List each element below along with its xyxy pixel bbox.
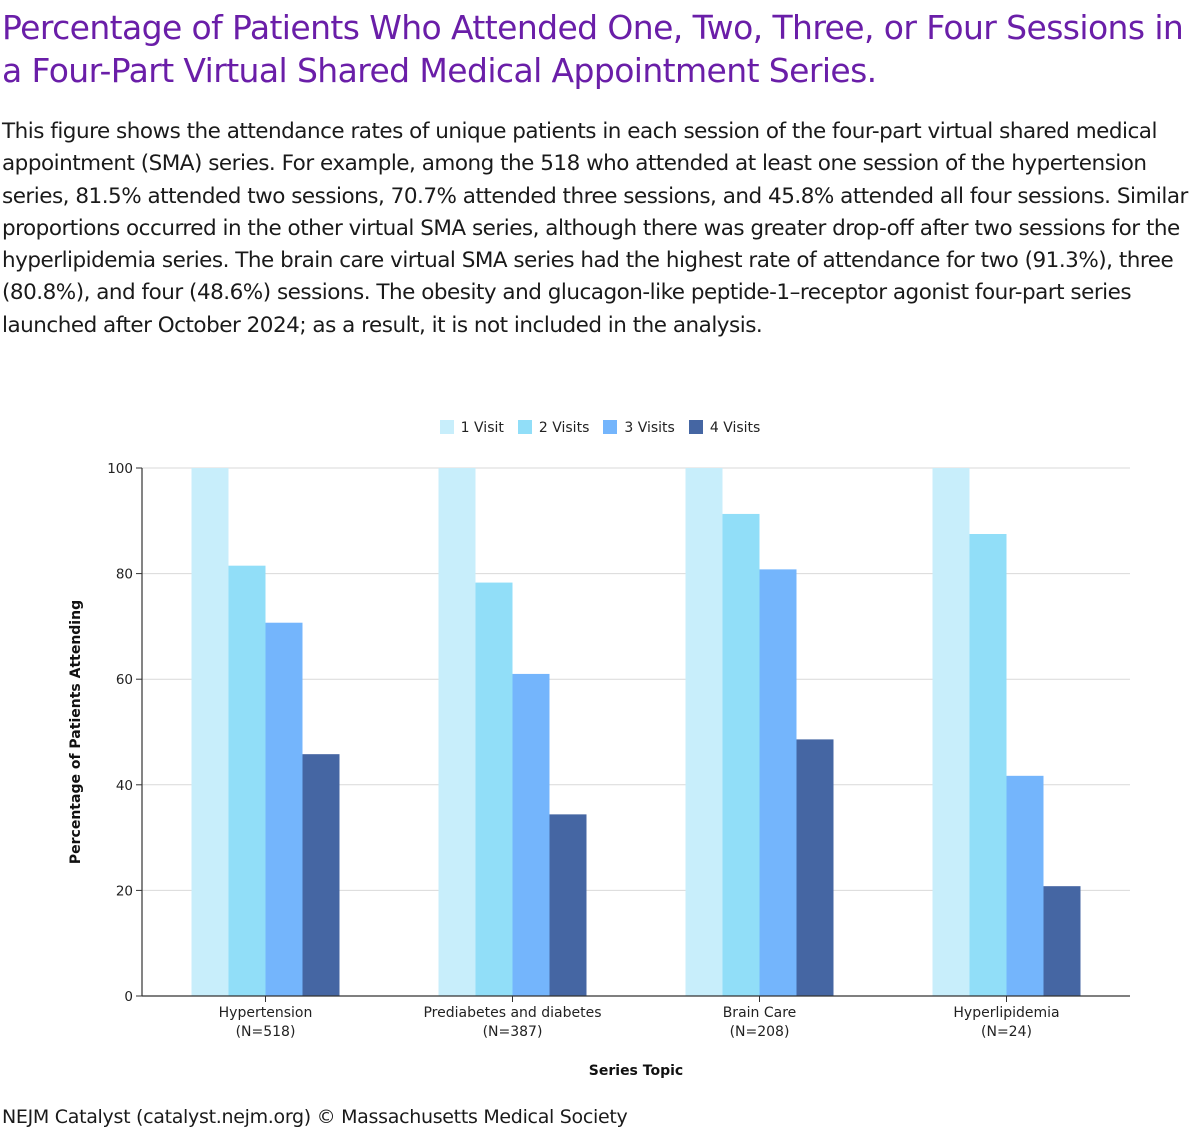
x-tick-sublabel: (N=208): [730, 1024, 790, 1040]
legend-label: 3 Visits: [624, 420, 675, 436]
y-tick-label: 60: [116, 672, 133, 688]
bar-1-3: [265, 622, 303, 996]
chart-legend: 1 Visit 2 Visits 3 Visits 4 Visits: [0, 420, 1200, 436]
x-axis-title: Series Topic: [589, 1063, 683, 1079]
y-tick-label: 80: [116, 567, 133, 583]
bar-4-3: [1006, 775, 1044, 996]
bar-chart: 0 20 40 60 80 100 Hypertension (N=518) Prediabet…: [68, 461, 1130, 1079]
bar-4-1: [932, 468, 970, 996]
x-tick-label: Prediabetes and diabetes: [423, 1005, 601, 1021]
axes: 0 20 40 60 80 100 Hypertension (N=518) Prediabet…: [68, 461, 1130, 1079]
bar-2-1: [438, 468, 476, 996]
bar-3-4: [796, 739, 834, 996]
legend-swatch: [517, 420, 532, 434]
bars: [191, 468, 1081, 996]
legend-swatch: [603, 420, 618, 434]
figure-title: Percentage of Patients Who Attended One,…: [2, 8, 1184, 90]
x-tick-sublabel: (N=24): [981, 1024, 1032, 1040]
legend-item-2: 2 Visits: [517, 420, 590, 436]
legend-label: 4 Visits: [709, 420, 761, 436]
y-tick-label: 20: [116, 883, 133, 899]
y-tick-label: 0: [124, 989, 133, 1005]
legend-label: 1 Visit: [460, 420, 504, 436]
bar-4-2: [969, 534, 1007, 996]
y-tick-label: 100: [107, 461, 133, 477]
footer-credit: NEJM Catalyst (catalyst.nejm.org) © Mass…: [2, 1106, 628, 1128]
x-tick-sublabel: (N=518): [236, 1024, 296, 1040]
bar-1-4: [302, 754, 340, 996]
x-tick-label: Brain Care: [723, 1005, 797, 1021]
bar-1-1: [191, 468, 229, 996]
legend-item-4: 4 Visits: [688, 420, 761, 436]
legend-swatch: [688, 420, 703, 434]
legend-item-3: 3 Visits: [603, 420, 675, 436]
x-tick-label: Hypertension: [219, 1005, 313, 1021]
x-tick-label: Hyperlipidemia: [953, 1005, 1059, 1021]
y-tick-label: 40: [116, 778, 133, 794]
bar-1-2: [228, 565, 266, 996]
legend-swatch: [439, 420, 454, 434]
x-tick-sublabel: (N=387): [483, 1024, 543, 1040]
bar-3-1: [685, 468, 723, 996]
bar-3-3: [759, 569, 797, 996]
bar-4-4: [1043, 886, 1081, 996]
figure-caption: This figure shows the attendance rates o…: [2, 119, 1188, 338]
bar-3-2: [722, 513, 760, 996]
bar-2-2: [475, 582, 513, 996]
legend-item-1: 1 Visit: [439, 420, 504, 436]
bar-2-3: [512, 673, 550, 996]
y-axis-title: Percentage of Patients Attending: [68, 600, 84, 864]
bar-2-4: [549, 814, 587, 996]
legend-label: 2 Visits: [538, 420, 590, 436]
